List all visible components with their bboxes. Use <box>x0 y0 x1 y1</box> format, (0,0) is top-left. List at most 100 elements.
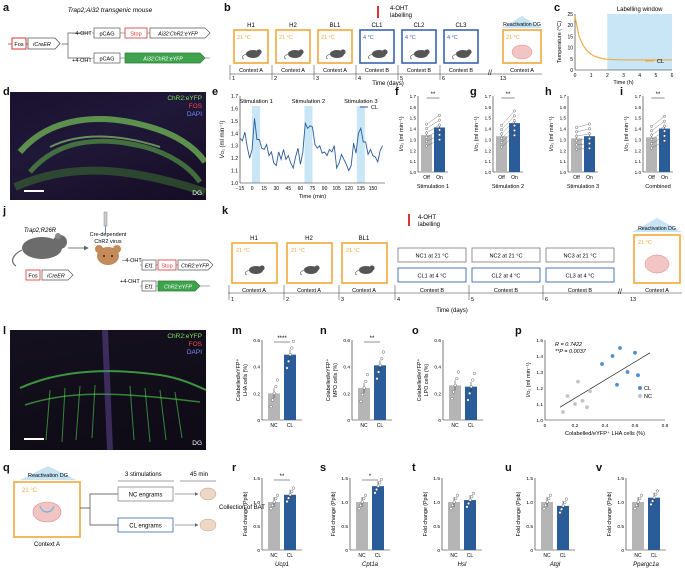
mno-point <box>290 346 294 350</box>
fghi-point <box>425 144 428 148</box>
fghi-point <box>425 140 428 144</box>
e-stim-label: Stimulation 2 <box>292 99 326 105</box>
fghi-ytick: 1.3 <box>410 137 417 142</box>
fghi-xtick: On <box>436 175 443 181</box>
b-day: 3 <box>316 76 319 82</box>
fghi-ytick: 1.2 <box>635 148 642 153</box>
b-mouse-icon <box>451 49 472 60</box>
q-brain-icon <box>32 501 62 523</box>
q-temp-label: 21 °C <box>22 488 38 494</box>
rv-xtick: CL <box>467 553 474 559</box>
e-ylabel-v: V <box>220 153 226 158</box>
pcag-box-bottom <box>93 52 121 64</box>
stop-box <box>124 27 148 39</box>
fghi-point <box>588 142 591 145</box>
mno-ytick: 0.2 <box>253 391 260 397</box>
mno-point <box>452 390 456 394</box>
q-cl-box <box>117 517 174 533</box>
c-xtick: 3 <box>622 73 625 79</box>
fghi-pair-line <box>426 134 440 142</box>
q-nc-box <box>117 486 174 502</box>
e-xtick: 120 <box>345 186 354 192</box>
fghi-xtick: Off <box>423 175 430 181</box>
c-xtick: 6 <box>671 73 674 79</box>
p-point-cl <box>633 350 637 355</box>
plus-oht-label: +4-OHT <box>72 58 92 64</box>
p-point-nc <box>588 389 592 394</box>
mno-point <box>469 385 473 389</box>
rv-ytick: 0 <box>257 548 260 554</box>
b-box-context: Context B <box>449 68 473 74</box>
rv-point <box>560 507 564 511</box>
k-cl-label: CL3 at 4 °C <box>566 274 595 280</box>
e-ylabel-sub: O₂ <box>220 149 225 155</box>
rv-gene-label: Ucp1 <box>275 562 289 568</box>
k-box-name: H2 <box>305 236 313 242</box>
e-ytick: 1.1 <box>231 169 238 175</box>
j-chr2-label-top: ChR2:eYFP <box>181 264 209 270</box>
mno-point <box>274 385 278 389</box>
panel-label-g: g <box>470 86 477 98</box>
fghi-pair-line <box>651 130 665 140</box>
fghi-ytick: 1.2 <box>560 148 567 153</box>
p-point-nc <box>580 398 585 403</box>
mno-point <box>375 377 379 381</box>
panel-label-t: t <box>412 462 416 474</box>
mno-point <box>377 370 381 374</box>
mouse-icon <box>12 233 67 267</box>
k-xlabel: Time (days) <box>436 308 467 314</box>
p-point-cl <box>618 346 622 350</box>
k-mouse-icon <box>244 265 265 276</box>
rv-gene-label: Hsl <box>458 562 467 568</box>
l-dapi-label: DAPI <box>186 349 202 356</box>
e-ytick: 1.0 <box>231 181 238 187</box>
rv-point <box>465 505 469 509</box>
e-stim-label: Stimulation 1 <box>239 99 273 105</box>
rv-ylabel: Fold change (Ppib) <box>243 491 249 536</box>
k-box-context: Context A <box>352 288 376 294</box>
rv-point <box>271 503 275 507</box>
fghi-bar <box>421 135 432 172</box>
k-box-temp: 21 °C <box>236 248 250 254</box>
rv-point <box>558 511 562 515</box>
panel-label-c: c <box>554 2 561 14</box>
panel-a-title: Trap2;Ai32 transgenic mouse <box>68 7 153 14</box>
k-cl-box <box>471 267 541 283</box>
p-ytick: 1.4 <box>536 354 543 360</box>
b-mouse-icon <box>367 49 388 60</box>
fghi-point <box>500 141 503 145</box>
fghi-ytick: 1.4 <box>635 127 642 132</box>
fghi-point <box>513 119 516 123</box>
p-xtick: 0.6 <box>632 423 639 429</box>
fghi-point <box>575 139 578 142</box>
b-reactivation-label: Reactivation DG <box>503 22 541 28</box>
rv-gene-label: Atgl <box>549 562 561 568</box>
q-roof <box>20 466 76 480</box>
mno-point <box>288 353 292 357</box>
fghi-point <box>425 127 428 130</box>
fghi-point <box>438 128 441 132</box>
rv-point <box>452 500 456 504</box>
fghi-point <box>513 109 516 113</box>
k-day: 5 <box>471 297 474 303</box>
mno-point <box>453 383 457 387</box>
fghi-ytick: 1.7 <box>560 94 567 99</box>
k-day: 1 <box>231 297 234 303</box>
fghi-pair-line <box>501 120 515 135</box>
pcag-label-bottom: pCAG <box>100 57 115 63</box>
mno-bar <box>284 354 296 420</box>
rv-point <box>638 497 642 501</box>
panel-label-r: r <box>232 462 237 474</box>
c-legend-label: CL <box>657 59 664 65</box>
mno-point <box>359 399 363 403</box>
j-chr2-label-bottom: ChR2:eYFP <box>164 285 192 291</box>
mouse-tail <box>299 269 305 276</box>
e-ylabel: VO₂ (ml min⁻¹) <box>220 121 226 159</box>
fghi-ytick: 1.6 <box>560 105 567 110</box>
pcag-label-top: pCAG <box>100 32 115 38</box>
fghi-bar <box>646 137 657 172</box>
panel-label-f: f <box>395 86 399 98</box>
